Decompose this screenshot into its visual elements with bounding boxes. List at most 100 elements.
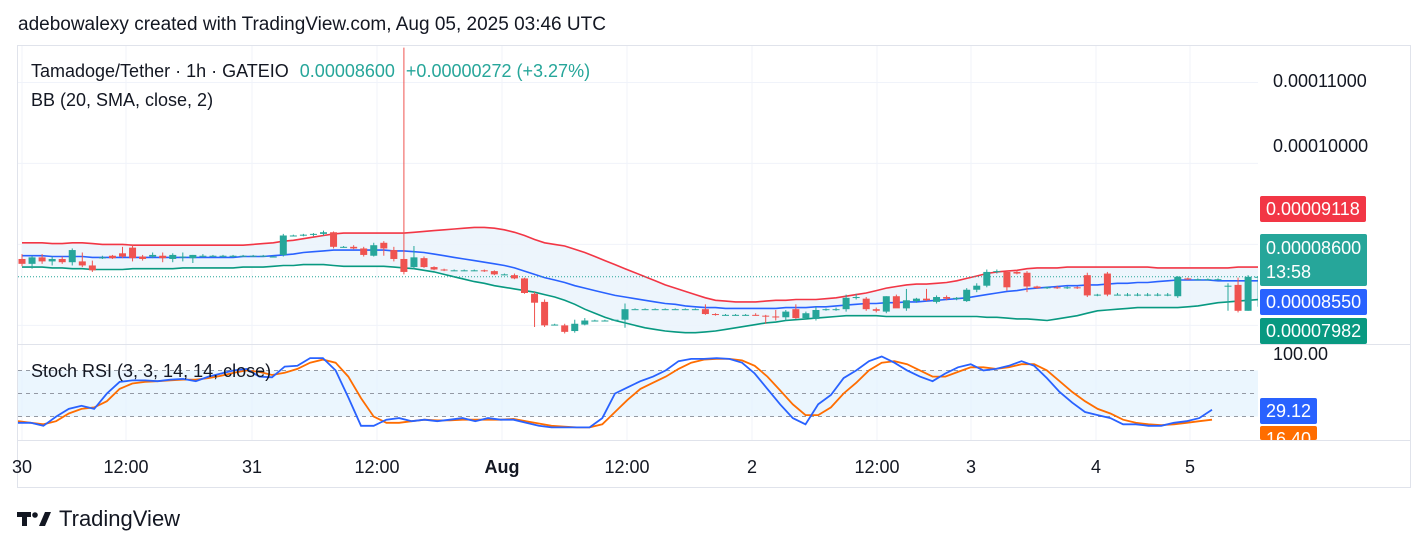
candle-body xyxy=(561,325,569,332)
candle xyxy=(119,246,126,259)
candle-body xyxy=(500,274,508,276)
bollinger-band-fill xyxy=(22,227,1258,333)
candle-body xyxy=(943,297,951,299)
candle-body xyxy=(139,256,147,259)
candle xyxy=(18,254,26,267)
candle-body xyxy=(370,245,378,256)
candle-body xyxy=(199,255,207,257)
candle-body xyxy=(1194,279,1202,281)
candle-body xyxy=(973,285,981,290)
candle xyxy=(561,323,569,334)
stoch-rsi-legend[interactable]: Stoch RSI (3, 3, 14, 14, close) xyxy=(31,361,271,382)
candle xyxy=(1194,278,1202,281)
candle-body xyxy=(88,265,96,271)
candle-body xyxy=(1154,294,1162,296)
candle-body xyxy=(621,309,629,320)
candle xyxy=(752,313,760,316)
bollinger-upper-band xyxy=(22,226,1258,303)
candle xyxy=(983,269,991,288)
candle-body xyxy=(802,313,810,319)
candle xyxy=(611,319,619,321)
candle-body xyxy=(108,255,116,259)
candle xyxy=(892,294,900,309)
candle xyxy=(762,314,770,324)
candle-body xyxy=(259,255,267,257)
basis-price-tag: 0.00008550 xyxy=(1260,289,1368,315)
candle xyxy=(309,233,317,237)
candle-body xyxy=(179,256,187,258)
candle xyxy=(189,254,197,264)
candle xyxy=(169,253,177,263)
candle xyxy=(902,288,910,311)
candle-body xyxy=(681,309,689,311)
candle-body xyxy=(1234,284,1242,311)
candle xyxy=(330,231,338,249)
candle xyxy=(1184,277,1192,281)
candle-body xyxy=(239,255,247,257)
bollinger-basis xyxy=(22,249,1258,310)
candle-body xyxy=(1174,276,1182,297)
stoch-rsi-k-line xyxy=(18,355,1213,429)
candle-body xyxy=(983,271,991,286)
candle-body xyxy=(1164,294,1172,296)
candle-body xyxy=(661,309,669,311)
time-axis-label: 4 xyxy=(1091,457,1101,477)
candle xyxy=(852,293,860,300)
candle-body xyxy=(691,309,699,311)
candle-body xyxy=(129,247,137,259)
candle xyxy=(500,273,508,276)
candle xyxy=(320,230,327,236)
candle xyxy=(68,248,76,266)
candle xyxy=(440,268,448,272)
footer-brand-text: TradingView xyxy=(59,506,181,531)
candle-body xyxy=(651,309,659,311)
candle xyxy=(1204,278,1212,281)
candle xyxy=(933,295,941,304)
candle xyxy=(229,254,237,258)
candle-body xyxy=(852,297,860,299)
candle-body xyxy=(923,298,930,301)
candle xyxy=(1174,275,1182,298)
footer-brand[interactable]: TradingView xyxy=(17,506,180,532)
candle-body xyxy=(1043,287,1051,289)
candle-body xyxy=(189,254,197,259)
time-axis-label: 3 xyxy=(966,457,976,477)
candle xyxy=(1224,283,1232,311)
price-axis-label: 0.00011000 xyxy=(1273,71,1367,91)
time-axis[interactable]: 30 12:00 31 12:00 Aug 12:00 2 12:00 3 4 5 xyxy=(12,457,1195,477)
candle xyxy=(370,242,378,257)
candle xyxy=(299,233,307,237)
candle xyxy=(410,246,418,270)
candle-body xyxy=(98,257,106,259)
candle-body xyxy=(1013,271,1021,274)
candle xyxy=(651,308,659,311)
candlestick-series[interactable] xyxy=(18,47,1262,334)
candle xyxy=(28,255,36,269)
candle-body xyxy=(631,309,639,311)
candle xyxy=(862,297,870,311)
bar-countdown: 13:58 xyxy=(1266,262,1312,282)
candle xyxy=(1093,293,1101,297)
candle-body xyxy=(953,297,961,299)
candle xyxy=(88,260,96,272)
candle xyxy=(551,323,559,326)
candle-body xyxy=(541,301,549,326)
lower-band-price-tag: 0.00007982 xyxy=(1260,318,1368,344)
candle-body xyxy=(1113,294,1121,296)
candle xyxy=(1013,270,1021,275)
candle-body xyxy=(289,235,297,237)
candle xyxy=(591,319,599,322)
candle xyxy=(772,309,780,321)
candle xyxy=(802,311,810,319)
bollinger-legend[interactable]: BB (20, SMA, close, 2) xyxy=(31,90,213,111)
candle xyxy=(812,306,820,321)
bollinger-legend-label: BB (20, SMA, close, 2) xyxy=(31,90,214,110)
candle xyxy=(822,308,830,311)
candle-body xyxy=(581,320,589,325)
candle xyxy=(1214,278,1222,281)
candle-body xyxy=(832,309,840,311)
candle xyxy=(1154,292,1162,297)
candle-body xyxy=(1033,286,1041,289)
candle-body xyxy=(772,316,780,318)
